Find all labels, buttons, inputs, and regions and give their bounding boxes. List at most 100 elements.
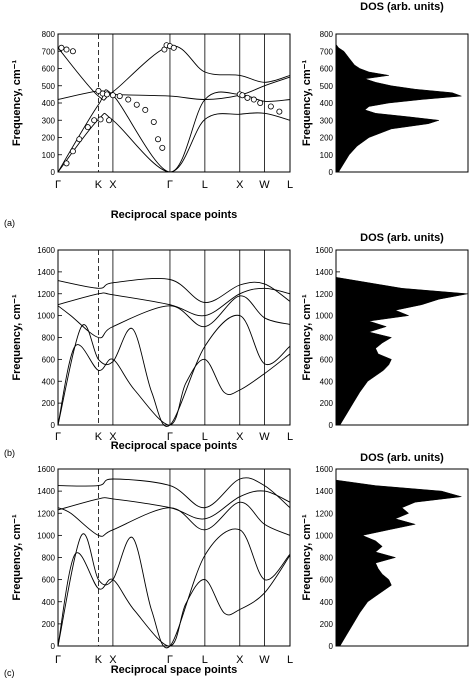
y-tick-label: 300 — [42, 116, 56, 125]
panel-label: (a) — [4, 218, 15, 228]
dispersion-branch — [57, 490, 291, 520]
dispersion-branch — [57, 295, 291, 339]
data-marker — [76, 136, 83, 143]
data-marker — [63, 160, 70, 167]
y-tick-label: 1400 — [37, 487, 55, 496]
data-marker — [109, 92, 116, 99]
panel-label: (c) — [4, 668, 15, 678]
x-tick-label: Γ — [55, 431, 61, 443]
x-tick-label: Γ — [167, 431, 173, 443]
data-marker — [95, 87, 102, 94]
y-tick-label: 800 — [42, 334, 56, 343]
y-tick-label: 0 — [51, 642, 56, 651]
dispersion-branch — [57, 287, 291, 317]
dos-y-tick-label: 0 — [329, 421, 334, 430]
data-marker — [250, 96, 257, 103]
y-tick-label: 200 — [42, 134, 56, 143]
data-marker — [58, 44, 65, 51]
dos-y-tick-label: 200 — [320, 134, 334, 143]
dos-y-axis-label: Frequency, cm⁻¹ — [301, 294, 313, 381]
y-tick-label: 200 — [42, 399, 56, 408]
x-tick-label: X — [236, 431, 244, 443]
plot-frame — [57, 249, 291, 426]
x-tick-label: Γ — [167, 654, 173, 666]
y-tick-label: 1000 — [37, 312, 55, 321]
x-tick-label: L — [202, 431, 208, 443]
data-marker — [125, 96, 132, 103]
dispersion-branch — [57, 528, 291, 649]
dos-y-tick-label: 600 — [320, 65, 334, 74]
dos-y-tick-label: 1000 — [315, 531, 333, 540]
data-marker — [239, 92, 246, 99]
data-marker — [276, 108, 283, 115]
x-tick-label: L — [202, 179, 208, 191]
dos-y-tick-label: 1600 — [315, 246, 333, 255]
y-axis-label: Frequency, cm⁻¹ — [11, 294, 23, 381]
dos-y-tick-label: 200 — [320, 620, 334, 629]
y-tick-label: 1400 — [37, 268, 55, 277]
data-marker — [267, 103, 274, 110]
y-tick-label: 1000 — [37, 531, 55, 540]
data-marker — [159, 144, 166, 151]
data-marker — [84, 124, 91, 131]
data-marker — [103, 91, 110, 98]
dos-y-tick-label: 500 — [320, 82, 334, 91]
dos-y-tick-label: 300 — [320, 116, 334, 125]
dos-y-tick-label: 1200 — [315, 509, 333, 518]
dispersion-branch — [57, 501, 291, 537]
y-axis-label: Frequency, cm⁻¹ — [11, 514, 23, 601]
y-tick-label: 400 — [42, 598, 56, 607]
x-tick-label: K — [95, 431, 103, 443]
data-marker — [91, 117, 98, 124]
x-axis-label: Reciprocal space points — [111, 440, 238, 452]
y-tick-label: 800 — [42, 554, 56, 563]
x-tick-label: K — [95, 179, 103, 191]
dispersion-branch — [57, 45, 291, 101]
dos-y-tick-label: 0 — [329, 642, 334, 651]
dos-y-tick-label: 800 — [320, 554, 334, 563]
dos-y-tick-label: 600 — [320, 576, 334, 585]
dispersion-branch — [57, 344, 291, 426]
dos-y-tick-label: 600 — [320, 355, 334, 364]
data-marker — [63, 46, 70, 53]
data-marker — [106, 117, 113, 124]
x-tick-label: Γ — [55, 654, 61, 666]
y-tick-label: 1200 — [37, 509, 55, 518]
dos-area — [335, 43, 462, 173]
y-axis-label: Frequency, cm⁻¹ — [11, 60, 23, 147]
data-marker — [142, 106, 149, 113]
plot-frame — [57, 33, 291, 173]
dos-plot: 0 100 200 300 400 500 600 700 800 DOS (arb. units… — [301, 1, 469, 177]
dos-y-tick-label: 1400 — [315, 268, 333, 277]
x-tick-label: W — [259, 654, 270, 666]
data-marker — [133, 101, 140, 108]
x-tick-label: Γ — [167, 179, 173, 191]
x-tick-label: X — [236, 654, 244, 666]
y-tick-label: 200 — [42, 620, 56, 629]
y-tick-label: 1200 — [37, 290, 55, 299]
data-marker — [155, 136, 162, 143]
x-tick-label: L — [287, 179, 293, 191]
dos-y-tick-label: 800 — [320, 30, 334, 39]
x-axis-label: Reciprocal space points — [111, 209, 238, 221]
dos-y-tick-label: 400 — [320, 99, 334, 108]
dos-y-tick-label: 1200 — [315, 290, 333, 299]
dos-y-tick-label: 1000 — [315, 312, 333, 321]
x-tick-label: X — [236, 179, 244, 191]
x-tick-label: W — [259, 431, 270, 443]
dos-title: DOS (arb. units) — [360, 232, 444, 244]
dos-y-tick-label: 1600 — [315, 465, 333, 474]
dos-plot: 0 200 400 600 800 1000 1200 1400 1600 DOS (arb. u… — [301, 232, 469, 430]
dos-y-tick-label: 1400 — [315, 487, 333, 496]
data-marker — [150, 118, 157, 125]
x-tick-label: X — [109, 654, 117, 666]
x-axis-label: Reciprocal space points — [111, 664, 238, 676]
data-marker — [257, 100, 264, 107]
dos-plot: 0 200 400 600 800 1000 1200 1400 1600 DOS (arb. u… — [301, 452, 469, 651]
dos-y-tick-label: 400 — [320, 598, 334, 607]
